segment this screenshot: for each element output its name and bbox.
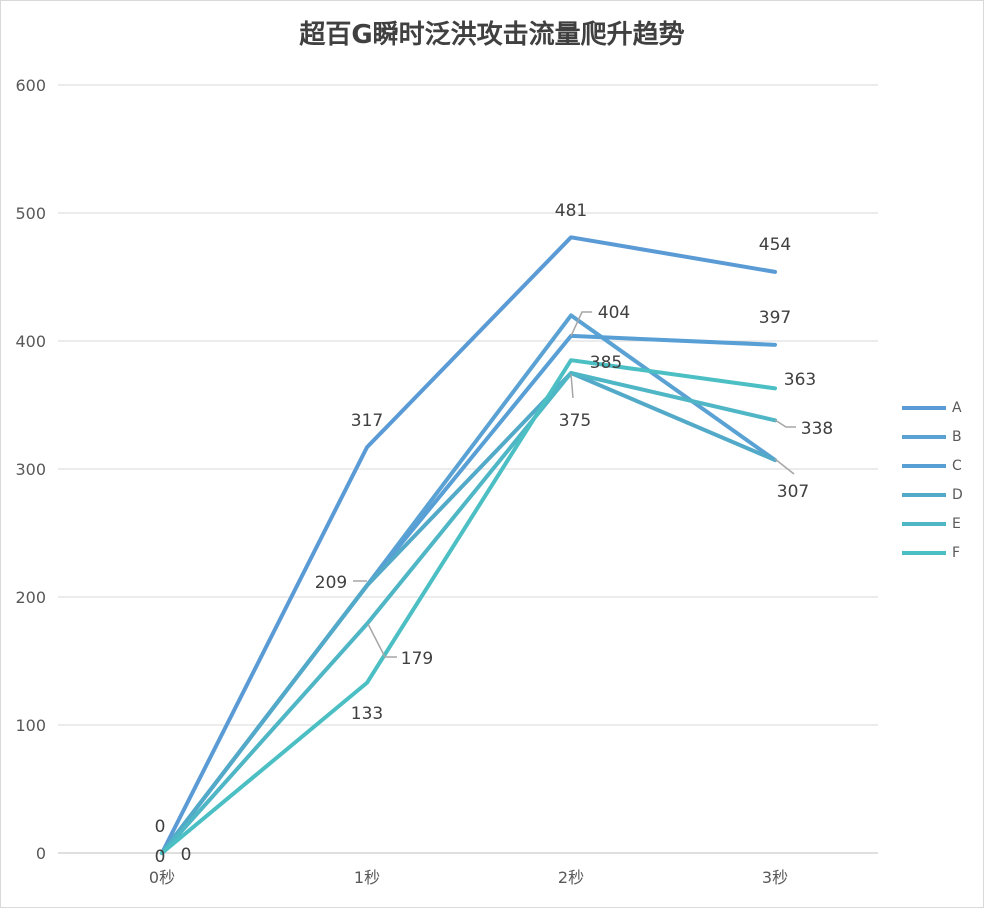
chart-title: 超百G瞬时泛洪攻击流量爬升趋势 [299,20,685,50]
legend-label: A [952,399,962,416]
data-label: 133 [351,704,383,724]
legend-item-a: A [902,393,982,422]
data-label: 338 [801,419,833,439]
x-tick-label: 2秒 [558,868,584,887]
data-label: 209 [315,573,347,593]
legend-item-f: F [902,538,982,567]
legend-swatch [902,521,946,526]
data-label: 0 [181,845,192,865]
legend-label: B [952,428,962,445]
label-leader-line [570,373,574,399]
data-label: 404 [598,303,630,323]
label-leader-line [367,623,397,658]
data-label: 375 [559,411,591,431]
legend-label: D [952,486,963,503]
legend-item-d: D [902,480,982,509]
legend-label: F [952,544,961,561]
series-line-a [160,235,777,855]
legend-swatch [902,434,946,439]
legend-item-c: C [902,451,982,480]
x-tick-label: 3秒 [762,868,788,887]
series-line-d [160,371,777,855]
data-label: 454 [759,235,791,255]
y-tick-label: 300 [15,460,46,479]
data-label: 481 [555,201,587,221]
y-tick-label: 200 [15,588,46,607]
y-tick-label: 100 [15,716,46,735]
series-line-e [160,371,777,855]
data-label: 317 [351,411,383,431]
y-tick-label: 400 [15,332,46,351]
data-label: 363 [784,370,816,390]
x-tick-label: 0秒 [149,868,175,887]
label-leader-line [774,458,795,475]
legend-label: C [952,457,962,474]
series-line-b [160,313,777,855]
y-tick-label: 500 [15,204,46,223]
data-label: 397 [759,308,791,328]
legend-item-e: E [902,509,982,538]
label-leader-line [774,419,796,428]
y-tick-label: 600 [15,76,46,95]
data-label: 307 [777,482,809,502]
legend-swatch [902,463,946,468]
legend-item-b: B [902,422,982,451]
data-label: 385 [590,353,622,373]
label-leader-line [570,311,592,337]
legend-swatch [902,550,946,555]
y-tick-label: 0 [36,844,46,863]
data-label: 179 [401,649,433,669]
legend-swatch [902,405,946,410]
data-label: 0 [155,817,166,837]
legend-label: E [952,515,961,532]
x-tick-label: 1秒 [354,868,380,887]
legend-swatch [902,492,946,497]
series-line-f [160,358,777,855]
data-label: 0 [155,847,166,867]
